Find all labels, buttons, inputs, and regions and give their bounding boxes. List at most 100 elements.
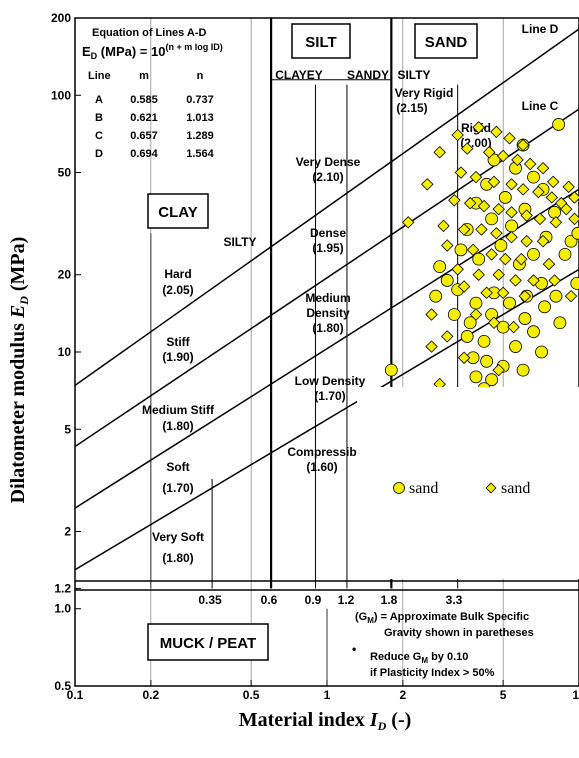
note-part: ) = Approximate Bulk Specific <box>374 611 529 623</box>
note-part: by 0.10 <box>428 651 468 663</box>
data-point-diamond <box>460 142 474 155</box>
consistency-gm: (1.80) <box>162 551 193 565</box>
table-row-m: 0.621 <box>130 112 158 124</box>
y-axis-title-sub: D <box>17 296 31 306</box>
boundary-label: 0.6 <box>261 593 278 607</box>
data-point-diamond <box>560 202 573 216</box>
data-point-diamond <box>496 286 510 300</box>
data-point-diamond <box>451 128 464 142</box>
data-point-diamond <box>433 146 446 159</box>
data-point-diamond <box>542 257 556 271</box>
table-row-n: 0.737 <box>186 94 214 106</box>
equation-mid: (MPa) = 10 <box>97 44 165 59</box>
data-point-diamond <box>492 202 505 216</box>
data-point-diamond <box>492 268 505 281</box>
table-row-n: 1.564 <box>186 148 214 160</box>
data-point-diamond <box>441 330 454 343</box>
data-point-diamond <box>496 149 510 163</box>
data-point-diamond <box>463 196 477 210</box>
y-tick-label: 200 <box>51 11 71 25</box>
data-point-diamond <box>487 175 501 189</box>
data-point-diamond <box>523 157 537 171</box>
data-point-diamond <box>487 316 501 329</box>
data-point-circle <box>447 308 461 321</box>
data-point-circle <box>553 316 567 330</box>
note-part: M <box>367 616 374 625</box>
table-header: m <box>139 70 149 82</box>
data-point-diamond <box>454 166 468 179</box>
table-row-line: D <box>95 148 103 160</box>
boundary-label: 1.8 <box>381 593 398 607</box>
data-point-diamond <box>562 180 575 194</box>
x-tick-label: 0.5 <box>243 688 260 702</box>
data-point-diamond <box>509 274 522 287</box>
note-plasticity: if Plasticity Index > 50% <box>370 667 495 679</box>
density-gm: (1.95) <box>312 241 343 255</box>
data-point-diamond <box>516 183 530 196</box>
data-point-diamond <box>568 212 579 226</box>
y-tick-label: 2 <box>64 524 71 538</box>
data-point-diamond <box>507 320 520 334</box>
data-point-circle <box>570 277 579 290</box>
consistency-name: Medium Stiff <box>142 403 215 417</box>
equation-title: Equation of Lines A-D <box>92 27 207 39</box>
table-row-m: 0.657 <box>130 130 158 142</box>
data-point-diamond <box>568 191 579 204</box>
muck-zone-label: MUCK / PEAT <box>160 635 256 652</box>
equation-exp: (n + m log ID) <box>165 42 222 52</box>
data-point-circle <box>469 370 483 384</box>
line-c-label: Line C <box>522 99 559 113</box>
data-point-diamond <box>433 377 446 391</box>
silty-clay-label: SILTY <box>223 235 256 249</box>
data-point-circle <box>454 243 468 257</box>
density-name: Compressib <box>287 445 356 459</box>
y-axis-title-main: Dilatometer modulus <box>7 318 29 503</box>
equation: ED (MPa) = 10(n + m log ID) <box>82 42 223 61</box>
data-point-diamond <box>505 206 518 219</box>
legend-circle-marker <box>393 482 405 494</box>
data-point-circle <box>505 219 518 233</box>
density-gm: (2.15) <box>396 101 427 115</box>
data-point-diamond <box>425 308 438 321</box>
data-point-diamond <box>549 216 563 229</box>
line-d-label: Line D <box>522 22 559 36</box>
data-point-diamond <box>472 268 485 281</box>
sandy-label: SANDY <box>347 68 389 82</box>
data-point-circle <box>460 330 474 343</box>
data-point-circle <box>571 226 579 240</box>
boundary-labels: 0.35 0.6 0.9 1.2 1.8 3.3 <box>198 593 462 607</box>
muck-box <box>147 623 269 661</box>
data-point-diamond <box>499 252 512 266</box>
equation-lhs: E <box>82 44 91 59</box>
x-axis-title-sym: I <box>369 709 379 731</box>
data-point-circle <box>548 205 561 219</box>
points-layer <box>384 118 579 396</box>
x-axis-title: Material index ID (-) <box>239 709 412 733</box>
density-gm: (1.60) <box>306 460 337 474</box>
data-point-diamond <box>490 227 503 240</box>
boundary-label: 3.3 <box>446 593 463 607</box>
legend-diamond-marker <box>485 482 497 494</box>
data-point-circle <box>527 170 540 184</box>
sand-zone-label: SAND <box>425 34 468 51</box>
y-axis-title-unit: (MPa) <box>7 237 29 296</box>
data-point-diamond <box>451 263 464 276</box>
y-tick-label: 100 <box>51 88 71 102</box>
data-point-diamond <box>469 308 483 321</box>
x-tick-label: 0.1 <box>67 688 84 702</box>
y-tick-label: 50 <box>58 166 72 180</box>
table-header: n <box>197 70 204 82</box>
data-point-diamond <box>437 219 450 233</box>
data-point-diamond <box>477 199 491 213</box>
data-point-diamond <box>516 138 530 152</box>
data-point-diamond <box>536 235 550 248</box>
density-name: Very Rigid <box>395 86 454 100</box>
data-point-diamond <box>475 223 488 236</box>
consistency-name: Soft <box>166 460 189 474</box>
boundary-label: 1.2 <box>338 593 355 607</box>
data-point-circle <box>469 296 483 310</box>
data-point-circle <box>552 118 566 131</box>
data-point-diamond <box>401 216 415 229</box>
equation-lhs-sub: D <box>91 51 98 61</box>
y-tick-label: 5 <box>64 422 71 436</box>
